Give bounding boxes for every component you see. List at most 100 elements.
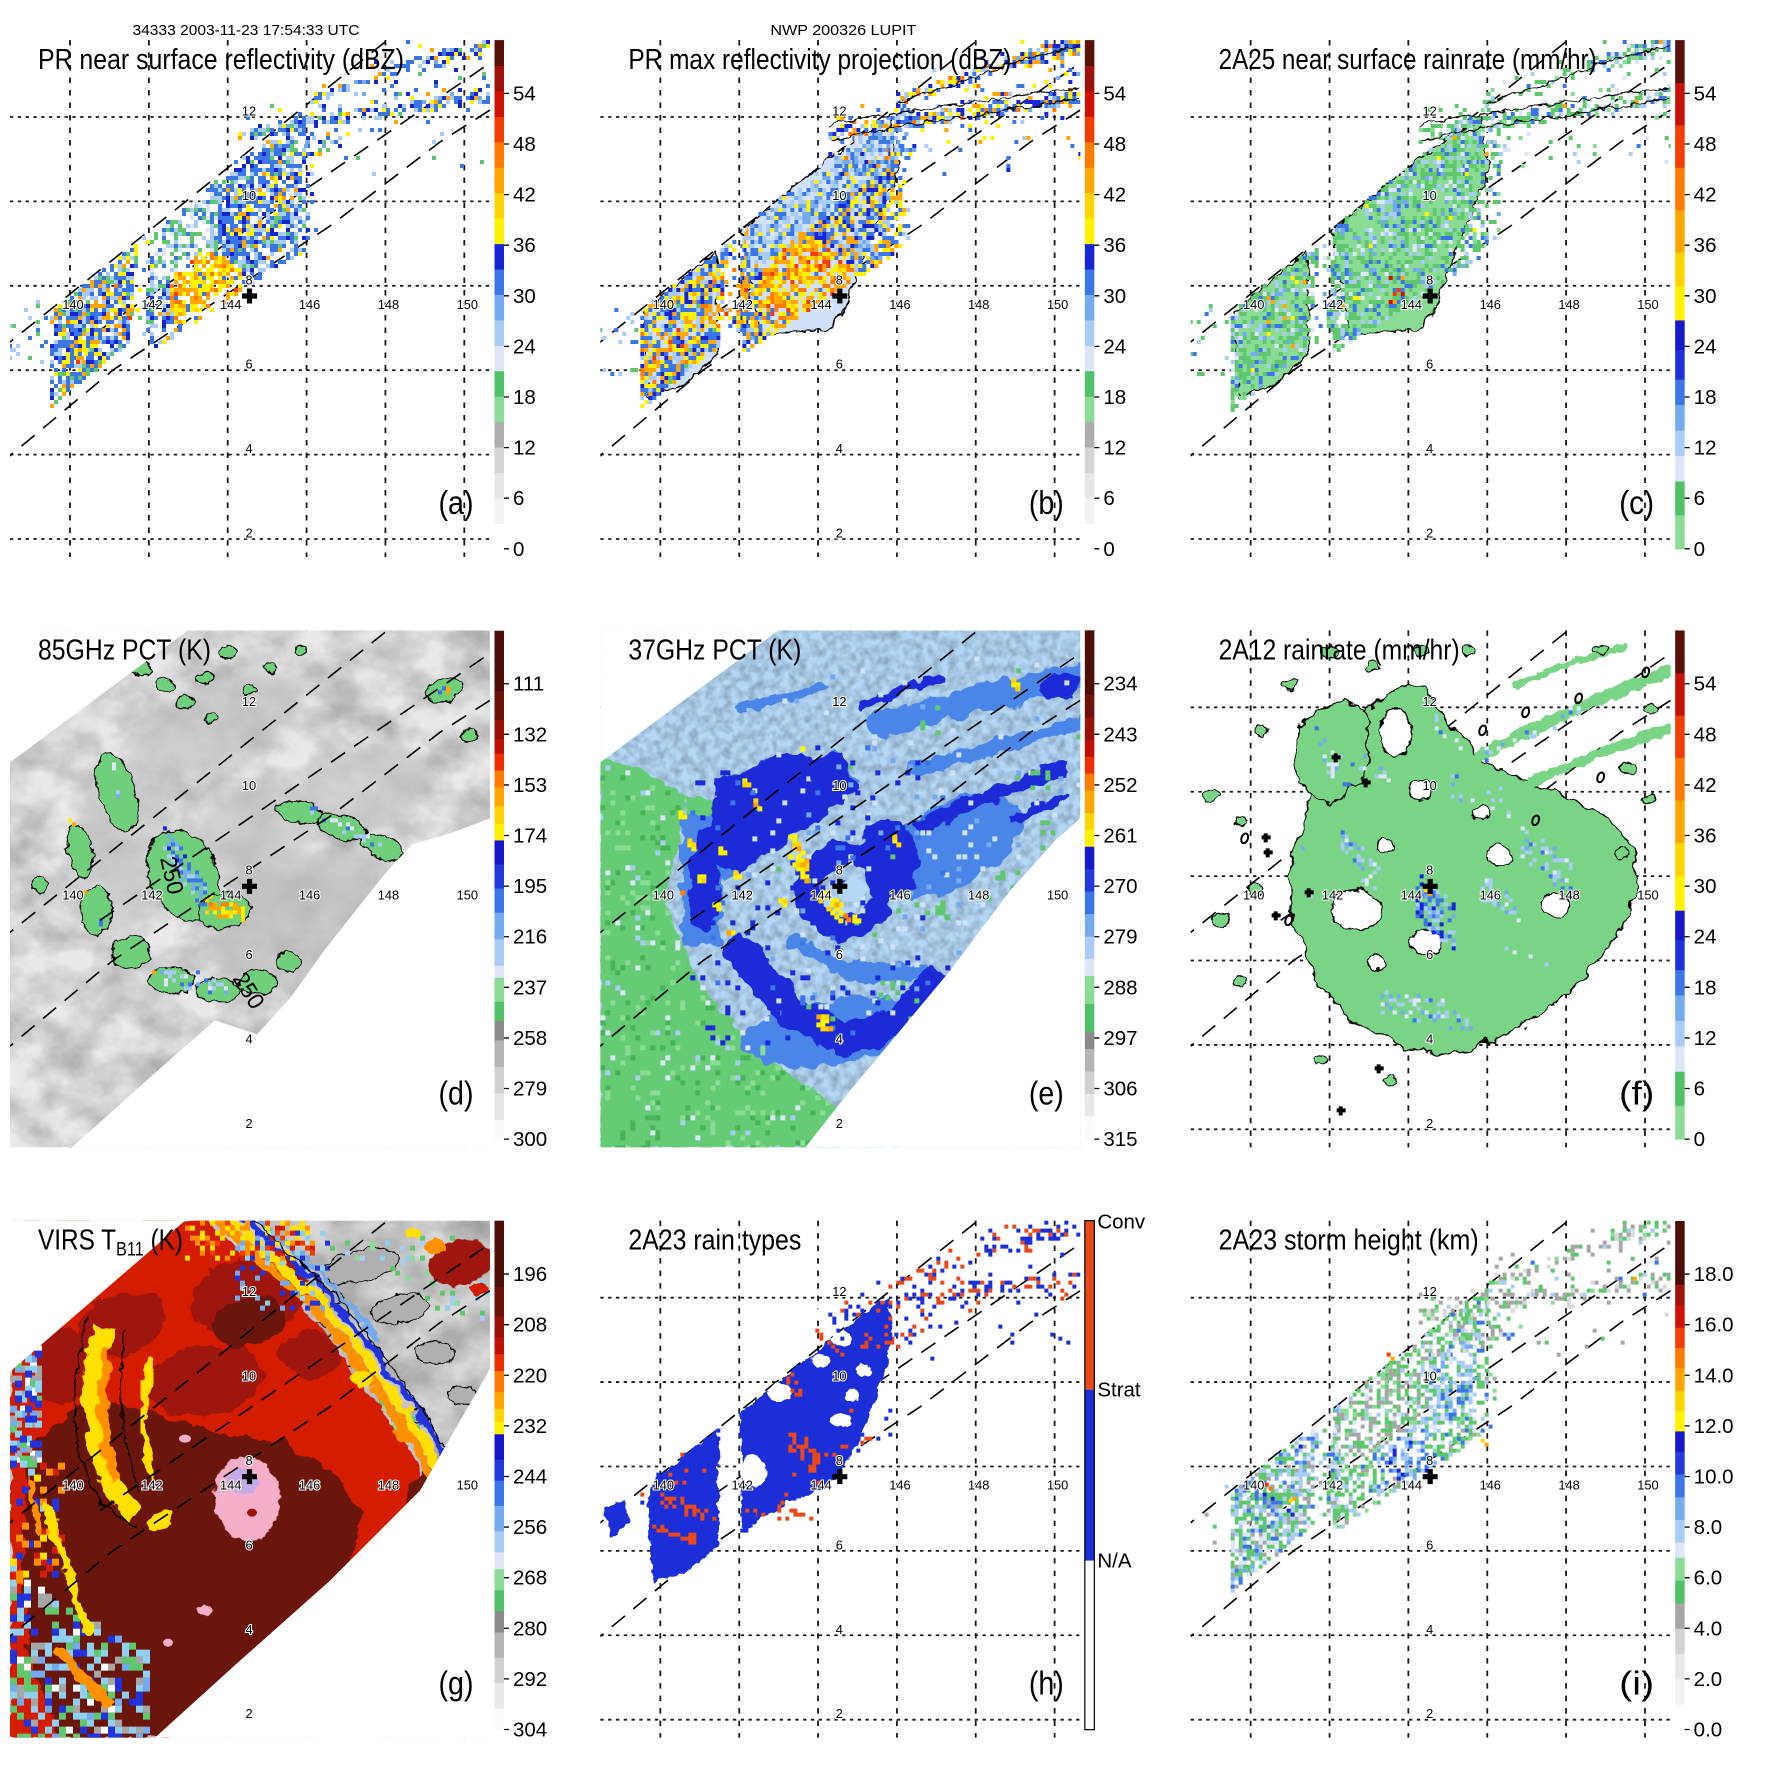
svg-text:8: 8 <box>245 1453 252 1468</box>
svg-text:146: 146 <box>889 1478 910 1493</box>
svg-text:12: 12 <box>1694 1027 1717 1050</box>
svg-text:48: 48 <box>1694 723 1717 746</box>
svg-text:6: 6 <box>245 357 252 372</box>
svg-text:142: 142 <box>141 1478 162 1493</box>
svg-text:6: 6 <box>1426 1537 1433 1552</box>
svg-text:30: 30 <box>1103 285 1126 308</box>
svg-text:36: 36 <box>513 234 536 257</box>
svg-text:142: 142 <box>1322 1478 1343 1493</box>
svg-text:2A25 near surface rainrate (mm: 2A25 near surface rainrate (mm/hr) <box>1219 44 1597 76</box>
svg-text:PR near surface reflectivity (: PR near surface reflectivity (dBZ) <box>38 44 404 76</box>
svg-text:304: 304 <box>513 1718 547 1741</box>
svg-text:142: 142 <box>141 297 162 312</box>
svg-text:142: 142 <box>1322 297 1343 312</box>
svg-text:VIRS TB11 (K): VIRS TB11 (K) <box>38 1225 183 1261</box>
svg-text:142: 142 <box>732 887 753 902</box>
svg-text:8: 8 <box>245 272 252 287</box>
svg-text:18: 18 <box>1694 386 1717 409</box>
svg-text:146: 146 <box>1480 1478 1501 1493</box>
svg-text:12: 12 <box>513 437 536 460</box>
svg-text:(g): (g) <box>439 1665 474 1702</box>
svg-text:(h): (h) <box>1029 1665 1064 1702</box>
svg-text:148: 148 <box>968 297 989 312</box>
svg-text:2A12 rainrate (mm/hr): 2A12 rainrate (mm/hr) <box>1219 634 1460 666</box>
svg-text:12: 12 <box>1423 1284 1437 1299</box>
svg-text:6: 6 <box>836 357 843 372</box>
svg-text:2: 2 <box>1426 1116 1433 1131</box>
svg-text:12: 12 <box>832 694 846 709</box>
svg-text:10: 10 <box>1423 188 1437 203</box>
svg-text:232: 232 <box>513 1415 547 1438</box>
svg-text:216: 216 <box>513 926 547 949</box>
svg-text:150: 150 <box>457 1478 478 1493</box>
svg-text:2: 2 <box>836 1116 843 1131</box>
svg-text:6: 6 <box>836 1537 843 1552</box>
svg-text:0.0: 0.0 <box>1694 1718 1723 1741</box>
svg-text:150: 150 <box>1047 1478 1068 1493</box>
svg-text:144: 144 <box>810 297 831 312</box>
svg-text:148: 148 <box>1558 1478 1579 1493</box>
svg-text:144: 144 <box>220 297 241 312</box>
svg-text:24: 24 <box>1694 335 1717 358</box>
svg-text:111: 111 <box>513 673 544 696</box>
svg-text:4: 4 <box>836 441 843 456</box>
svg-text:8: 8 <box>1426 272 1433 287</box>
svg-text:4: 4 <box>1426 1622 1433 1637</box>
svg-text:4: 4 <box>245 1031 252 1046</box>
svg-text:18: 18 <box>1103 386 1126 409</box>
svg-text:8.0: 8.0 <box>1694 1516 1723 1539</box>
svg-text:6: 6 <box>245 1537 252 1552</box>
svg-text:0: 0 <box>513 538 524 561</box>
svg-text:306: 306 <box>1103 1078 1137 1101</box>
svg-text:42: 42 <box>1694 184 1717 207</box>
svg-text:142: 142 <box>1322 887 1343 902</box>
svg-text:30: 30 <box>1694 875 1717 898</box>
svg-text:8: 8 <box>836 1453 843 1468</box>
svg-text:10: 10 <box>242 188 256 203</box>
svg-text:2: 2 <box>1426 526 1433 541</box>
svg-text:12: 12 <box>1103 437 1126 460</box>
svg-text:16.0: 16.0 <box>1694 1314 1734 1337</box>
svg-text:4: 4 <box>836 1031 843 1046</box>
svg-text:6: 6 <box>245 947 252 962</box>
svg-text:10.0: 10.0 <box>1694 1465 1734 1488</box>
svg-text:10: 10 <box>1423 1369 1437 1384</box>
svg-text:142: 142 <box>732 1478 753 1493</box>
svg-text:2A23 storm height (km): 2A23 storm height (km) <box>1219 1225 1479 1257</box>
svg-text:256: 256 <box>513 1516 547 1539</box>
svg-text:N/A: N/A <box>1097 1550 1132 1573</box>
svg-text:252: 252 <box>1103 774 1137 797</box>
svg-text:6: 6 <box>1694 1078 1705 1101</box>
svg-text:144: 144 <box>220 1478 241 1493</box>
svg-text:Strat: Strat <box>1097 1379 1141 1402</box>
svg-text:14.0: 14.0 <box>1694 1364 1734 1387</box>
svg-text:6: 6 <box>1694 487 1705 510</box>
svg-text:300: 300 <box>513 1128 547 1151</box>
svg-text:36: 36 <box>1694 825 1717 848</box>
svg-text:144: 144 <box>810 1478 831 1493</box>
svg-text:237: 237 <box>513 976 547 999</box>
svg-text:146: 146 <box>299 297 320 312</box>
svg-text:270: 270 <box>1103 875 1137 898</box>
svg-text:150: 150 <box>1637 1478 1658 1493</box>
svg-text:10: 10 <box>242 778 256 793</box>
svg-text:6.0: 6.0 <box>1694 1567 1723 1590</box>
svg-text:2: 2 <box>836 1706 843 1721</box>
svg-text:0: 0 <box>1694 538 1705 561</box>
svg-text:144: 144 <box>810 887 831 902</box>
svg-text:140: 140 <box>653 887 674 902</box>
svg-text:150: 150 <box>1637 297 1658 312</box>
svg-text:148: 148 <box>378 297 399 312</box>
svg-text:54: 54 <box>1103 82 1126 105</box>
svg-text:195: 195 <box>513 875 547 898</box>
svg-text:42: 42 <box>1694 774 1717 797</box>
svg-text:12: 12 <box>832 1284 846 1299</box>
svg-text:18: 18 <box>513 386 536 409</box>
svg-text:150: 150 <box>457 887 478 902</box>
svg-text:279: 279 <box>513 1078 547 1101</box>
svg-text:54: 54 <box>1694 673 1717 696</box>
svg-text:12: 12 <box>832 104 846 119</box>
svg-text:54: 54 <box>1694 82 1717 105</box>
svg-text:0: 0 <box>1694 1128 1705 1151</box>
svg-text:144: 144 <box>1401 1478 1422 1493</box>
